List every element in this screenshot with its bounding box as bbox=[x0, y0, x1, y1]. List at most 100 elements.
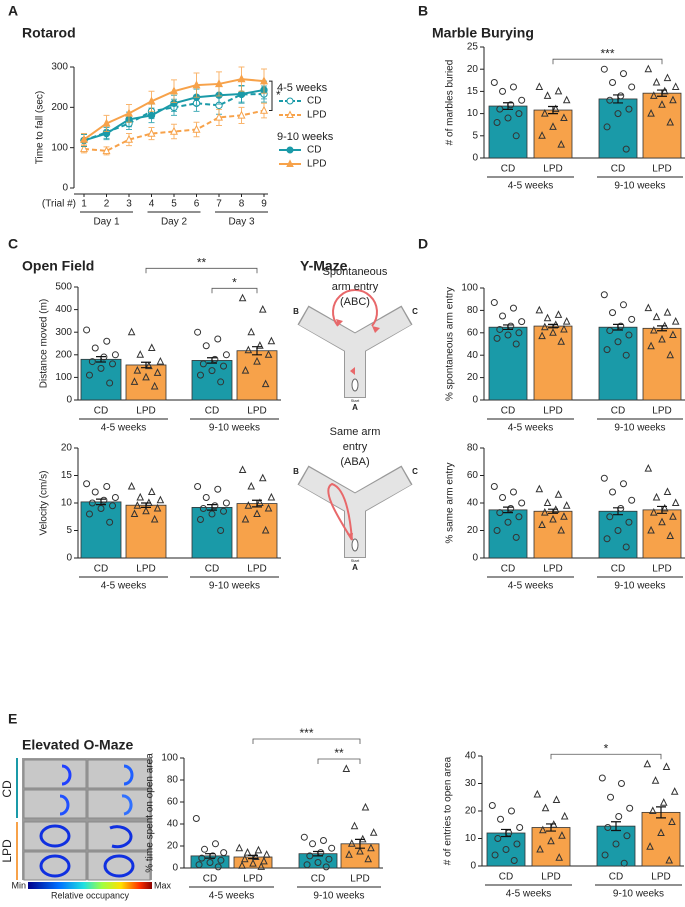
group-label: 9-10 weeks bbox=[613, 889, 664, 900]
marker bbox=[217, 527, 225, 534]
marker bbox=[606, 327, 614, 335]
diagram-caption: Same arm bbox=[330, 426, 381, 438]
marker bbox=[241, 366, 250, 374]
marker bbox=[264, 350, 273, 358]
y-axis-label: Distance moved (m) bbox=[39, 299, 50, 388]
marker bbox=[617, 505, 625, 512]
x-tick-label: CD bbox=[501, 406, 515, 417]
x-tick-label: 1 bbox=[81, 199, 87, 210]
marker bbox=[124, 108, 134, 117]
legend-label: CD bbox=[307, 145, 321, 156]
marker bbox=[625, 331, 633, 339]
marker bbox=[237, 110, 246, 119]
bar bbox=[533, 109, 573, 159]
marker bbox=[262, 850, 271, 858]
group-label: 4-5 weeks bbox=[101, 423, 147, 434]
panel-letter: C bbox=[8, 236, 18, 252]
marker bbox=[535, 82, 544, 90]
marker bbox=[540, 322, 549, 331]
marker bbox=[515, 110, 523, 118]
marker bbox=[652, 492, 661, 501]
x-tick-label: CD bbox=[203, 874, 217, 885]
marker bbox=[247, 327, 256, 336]
marker bbox=[111, 494, 119, 501]
marker bbox=[538, 331, 546, 340]
marker bbox=[202, 342, 210, 350]
error-bar bbox=[207, 504, 217, 511]
x-tick-label: CD bbox=[205, 406, 219, 417]
significance-label: * bbox=[276, 88, 281, 102]
x-tick-label: LPD bbox=[136, 564, 155, 575]
marker bbox=[515, 329, 523, 337]
y-tick-label: 20 bbox=[467, 64, 479, 75]
significance-label: *** bbox=[299, 726, 313, 740]
marker bbox=[286, 159, 294, 167]
y-tick-label: 15 bbox=[61, 470, 73, 481]
error-bar bbox=[657, 505, 667, 514]
marker bbox=[241, 514, 250, 523]
marker bbox=[220, 849, 228, 857]
marker bbox=[494, 835, 502, 842]
marker bbox=[648, 806, 657, 814]
marker bbox=[606, 96, 614, 104]
panel-title: Rotarod bbox=[22, 25, 76, 41]
marker bbox=[600, 65, 608, 73]
marker bbox=[145, 361, 153, 370]
marker bbox=[620, 859, 628, 867]
marker bbox=[663, 308, 672, 316]
marker bbox=[652, 77, 661, 86]
marker bbox=[622, 145, 630, 153]
marker bbox=[251, 852, 260, 860]
marker bbox=[669, 512, 677, 520]
marker bbox=[142, 372, 150, 381]
heatmap-row-label: CD bbox=[0, 780, 14, 798]
marker bbox=[244, 501, 253, 509]
x-tick-label: 7 bbox=[216, 199, 222, 210]
marker bbox=[663, 73, 672, 82]
diagram-caption: (ABA) bbox=[340, 456, 369, 468]
marker bbox=[238, 293, 247, 302]
marker bbox=[560, 811, 569, 820]
diagram-caption: (ABC) bbox=[340, 296, 370, 308]
marker bbox=[518, 499, 526, 507]
marker bbox=[199, 360, 207, 368]
marker bbox=[220, 507, 228, 515]
x-tick-label: CD bbox=[501, 164, 515, 175]
marker bbox=[669, 330, 677, 339]
legend-heading: 9-10 weeks bbox=[277, 131, 334, 143]
error-bar bbox=[613, 507, 623, 516]
significance-bracket bbox=[252, 738, 361, 744]
marker bbox=[156, 495, 165, 504]
y-tick-label: 80 bbox=[467, 305, 479, 316]
x-tick-label: LPD bbox=[543, 564, 562, 575]
x-tick-label: CD bbox=[611, 564, 625, 575]
group-label: 4-5 weeks bbox=[101, 581, 147, 592]
y-tick-label: 200 bbox=[55, 349, 72, 360]
y-tick-label: 60 bbox=[467, 327, 479, 338]
scale-label: Relative occupancy bbox=[51, 890, 130, 900]
panel-title: Elevated O-Maze bbox=[22, 737, 133, 753]
marker bbox=[558, 831, 566, 839]
y-tick-label: 0 bbox=[472, 395, 478, 406]
arm-label: C bbox=[412, 307, 418, 316]
marker bbox=[208, 510, 216, 518]
y-tick-label: 0 bbox=[66, 553, 72, 564]
marker bbox=[303, 861, 311, 869]
marker bbox=[509, 83, 517, 91]
marker bbox=[109, 360, 117, 368]
marker bbox=[256, 498, 264, 506]
legend-label: LPD bbox=[307, 110, 326, 121]
marker bbox=[518, 318, 526, 326]
marker bbox=[615, 813, 623, 820]
marker bbox=[538, 131, 546, 139]
bar bbox=[125, 504, 167, 559]
arm-label: C bbox=[412, 467, 418, 476]
marker bbox=[364, 854, 373, 863]
marker bbox=[535, 305, 544, 314]
marker bbox=[557, 140, 566, 148]
y-axis-label: Velocity (cm/s) bbox=[39, 470, 50, 535]
marker bbox=[254, 845, 263, 854]
y-tick-label: 20 bbox=[61, 443, 73, 454]
marker bbox=[600, 291, 608, 299]
